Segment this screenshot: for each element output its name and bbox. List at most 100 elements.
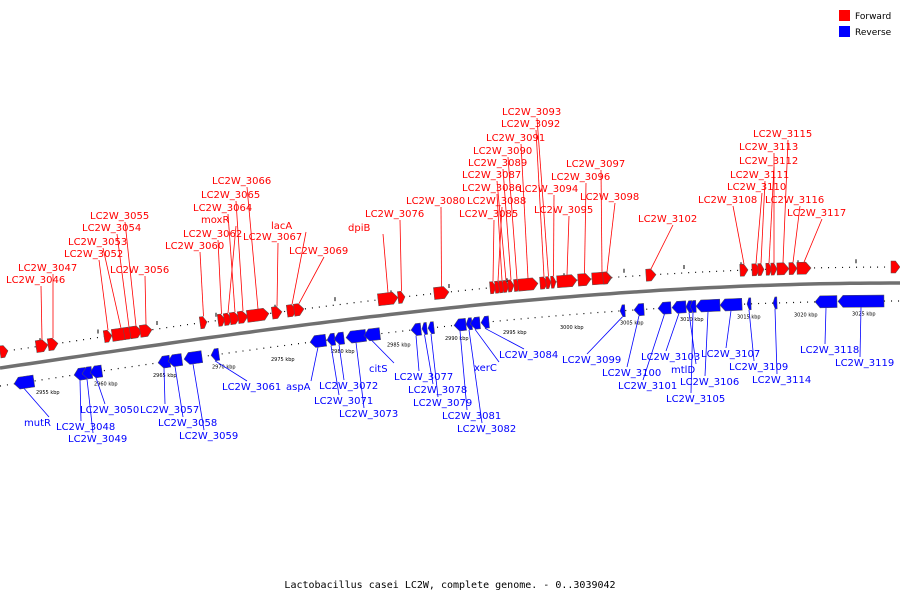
reverse-gene-label[interactable]: citS <box>369 364 388 375</box>
reverse-gene-label[interactable]: LC2W_3107 <box>701 349 760 360</box>
forward-gene-arrow[interactable] <box>645 268 657 282</box>
reverse-gene-arrow[interactable] <box>326 332 336 346</box>
forward-gene-label[interactable]: LC2W_3066 <box>212 176 271 187</box>
forward-gene-arrow[interactable] <box>502 280 510 293</box>
reverse-gene-arrow[interactable] <box>167 353 184 367</box>
reverse-gene-arrow[interactable] <box>410 322 422 336</box>
forward-gene-label[interactable]: LC2W_3055 <box>90 211 149 222</box>
reverse-gene-arrow[interactable] <box>363 327 381 342</box>
forward-gene-arrow[interactable] <box>46 337 59 352</box>
reverse-gene-arrow[interactable] <box>465 317 473 331</box>
reverse-gene-arrow[interactable] <box>421 322 428 335</box>
reverse-gene-arrow[interactable] <box>333 331 345 345</box>
forward-gene-label[interactable]: LC2W_3116 <box>765 195 824 206</box>
forward-gene-label[interactable]: LC2W_3096 <box>551 172 610 183</box>
reverse-gene-arrow[interactable] <box>469 316 481 330</box>
forward-gene-label[interactable]: LC2W_3115 <box>753 129 812 140</box>
forward-gene-label[interactable]: LC2W_3113 <box>739 142 798 153</box>
forward-gene-arrow[interactable] <box>128 325 143 340</box>
reverse-gene-label[interactable]: LC2W_3103 <box>641 352 700 363</box>
forward-gene-label[interactable]: LC2W_3076 <box>365 209 424 220</box>
forward-gene-arrow[interactable] <box>796 261 812 275</box>
reverse-gene-arrow[interactable] <box>89 364 104 379</box>
reverse-gene-label[interactable]: LC2W_3114 <box>752 375 811 386</box>
forward-gene-arrow[interactable] <box>270 306 283 320</box>
reverse-gene-arrow[interactable] <box>210 348 221 362</box>
reverse-gene-label[interactable]: LC2W_3106 <box>680 377 739 388</box>
reverse-gene-arrow[interactable] <box>772 296 778 310</box>
forward-gene-label[interactable]: LC2W_3052 <box>64 249 123 260</box>
forward-gene-label[interactable]: LC2W_3102 <box>638 214 697 225</box>
forward-gene-arrow[interactable] <box>433 286 450 300</box>
forward-gene-arrow[interactable] <box>890 260 900 274</box>
forward-gene-arrow[interactable] <box>198 316 208 330</box>
forward-gene-label[interactable]: LC2W_3085 <box>459 209 518 220</box>
forward-gene-arrow[interactable] <box>765 262 773 276</box>
forward-gene-arrow[interactable] <box>757 263 765 276</box>
reverse-gene-arrow[interactable] <box>746 297 752 311</box>
forward-gene-label[interactable]: LC2W_3046 <box>6 275 65 286</box>
reverse-gene-arrow[interactable] <box>657 301 672 315</box>
forward-gene-label[interactable]: LC2W_3094 <box>519 184 578 195</box>
forward-gene-label[interactable]: LC2W_3098 <box>580 192 639 203</box>
forward-gene-arrow[interactable] <box>228 311 241 326</box>
forward-gene-label[interactable]: LC2W_3087 <box>462 170 521 181</box>
reverse-gene-label[interactable]: LC2W_3073 <box>339 409 398 420</box>
forward-gene-arrow[interactable] <box>246 307 270 323</box>
forward-gene-label[interactable]: LC2W_3047 <box>18 263 77 274</box>
reverse-gene-label[interactable]: LC2W_3101 <box>618 381 677 392</box>
reverse-gene-arrow[interactable] <box>13 374 36 390</box>
reverse-gene-arrow[interactable] <box>81 366 94 380</box>
reverse-gene-label[interactable]: LC2W_3100 <box>602 368 661 379</box>
forward-gene-label[interactable]: LC2W_3111 <box>730 170 789 181</box>
reverse-gene-arrow[interactable] <box>309 333 327 348</box>
reverse-gene-label[interactable]: LC2W_3071 <box>314 396 373 407</box>
forward-gene-arrow[interactable] <box>556 274 578 289</box>
forward-gene-arrow[interactable] <box>545 276 552 289</box>
reverse-gene-arrow[interactable] <box>619 304 626 318</box>
reverse-gene-arrow[interactable] <box>427 321 435 335</box>
forward-gene-arrow[interactable] <box>377 291 399 307</box>
forward-gene-label[interactable]: LC2W_3110 <box>727 182 786 193</box>
forward-gene-label[interactable]: LC2W_3090 <box>473 146 532 157</box>
reverse-gene-label[interactable]: mutR <box>24 418 51 429</box>
reverse-gene-arrow[interactable] <box>157 354 172 369</box>
forward-gene-label[interactable]: LC2W_3108 <box>698 195 757 206</box>
forward-gene-label[interactable]: LC2W_3062 <box>183 229 242 240</box>
reverse-gene-label[interactable]: LC2W_3072 <box>319 381 378 392</box>
reverse-gene-label[interactable]: LC2W_3109 <box>729 362 788 373</box>
reverse-gene-label[interactable]: LC2W_3049 <box>68 434 127 445</box>
reverse-gene-label[interactable]: aspA <box>286 382 311 393</box>
reverse-gene-arrow[interactable] <box>480 315 490 329</box>
forward-gene-arrow[interactable] <box>776 262 790 276</box>
forward-gene-label[interactable]: LC2W_3080 <box>406 196 465 207</box>
reverse-gene-label[interactable]: LC2W_3048 <box>56 422 115 433</box>
forward-gene-arrow[interactable] <box>138 324 153 338</box>
forward-gene-label[interactable]: LC2W_3064 <box>193 203 252 214</box>
reverse-gene-arrow[interactable] <box>719 297 743 312</box>
forward-gene-label[interactable]: LC2W_3089 <box>468 158 527 169</box>
forward-gene-label[interactable]: LC2W_3056 <box>110 265 169 276</box>
reverse-gene-arrow[interactable] <box>685 300 693 313</box>
forward-gene-arrow[interactable] <box>788 262 798 275</box>
forward-gene-label[interactable]: LC2W_3093 <box>502 107 561 118</box>
reverse-gene-label[interactable]: LC2W_3061 <box>222 382 281 393</box>
forward-gene-label[interactable]: LC2W_3065 <box>201 190 260 201</box>
forward-gene-label[interactable]: LC2W_3117 <box>787 208 846 219</box>
forward-gene-label[interactable]: dpiB <box>348 223 370 234</box>
reverse-gene-arrow[interactable] <box>695 298 721 313</box>
reverse-gene-arrow[interactable] <box>183 350 204 365</box>
reverse-gene-label[interactable]: LC2W_3058 <box>158 418 217 429</box>
reverse-gene-label[interactable]: LC2W_3105 <box>666 394 725 405</box>
forward-gene-label[interactable]: moxR <box>201 215 229 226</box>
forward-gene-label[interactable]: LC2W_3091 <box>486 133 545 144</box>
forward-gene-label[interactable]: LC2W_3088 <box>467 196 526 207</box>
forward-gene-label[interactable]: LC2W_3060 <box>165 241 224 252</box>
reverse-gene-label[interactable]: LC2W_3050 <box>80 405 139 416</box>
forward-gene-arrow[interactable] <box>489 281 497 295</box>
forward-gene-arrow[interactable] <box>577 273 592 287</box>
reverse-gene-label[interactable]: LC2W_3081 <box>442 411 501 422</box>
forward-gene-label[interactable]: LC2W_3097 <box>566 159 625 170</box>
reverse-gene-arrow[interactable] <box>671 300 687 314</box>
forward-gene-label[interactable]: LC2W_3054 <box>82 223 141 234</box>
